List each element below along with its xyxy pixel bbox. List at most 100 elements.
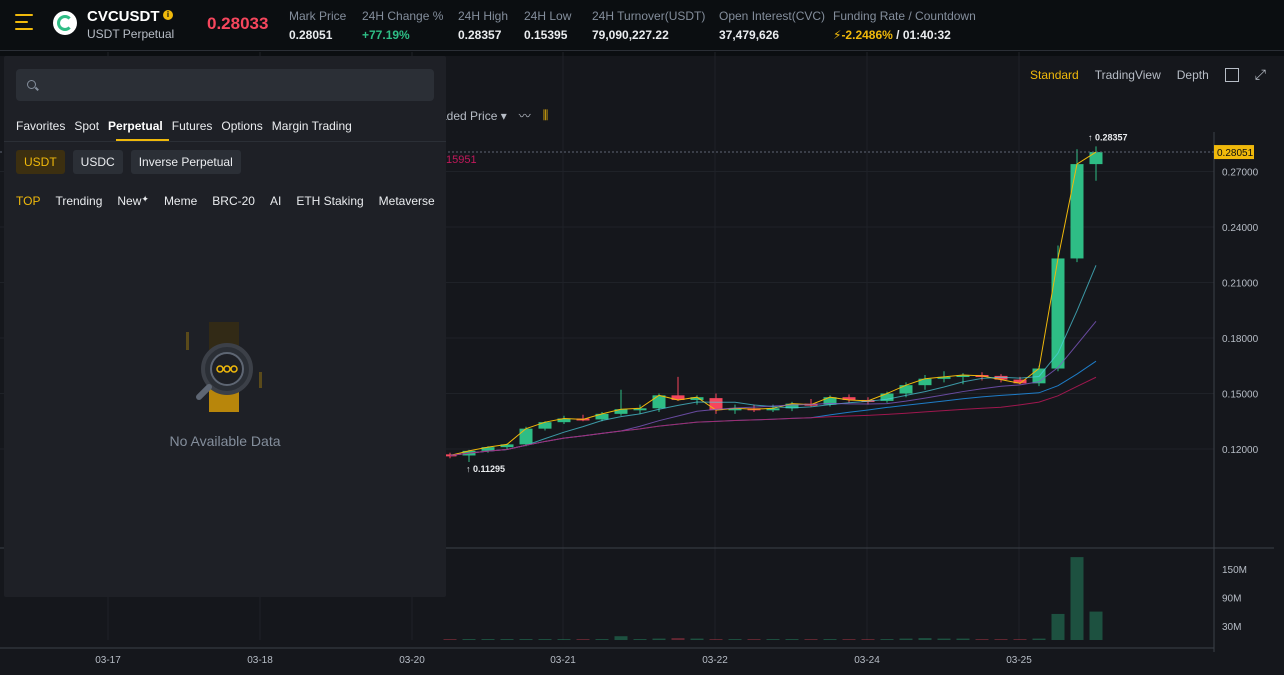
fullscreen-icon[interactable]: ⤢ — [1254, 66, 1266, 82]
funding-rate-value: -2.2486% — [841, 28, 893, 42]
volume-tick-label: 30M — [1222, 622, 1241, 633]
volume-bar — [842, 639, 856, 640]
candle-body — [880, 393, 894, 401]
time-tick-label: 03-17 — [95, 655, 121, 666]
candle-body — [614, 409, 628, 414]
tab-depth[interactable]: Depth — [1176, 67, 1209, 82]
stat-24h-low: 24H Low 0.15395 — [524, 9, 572, 42]
quote-tab-usdt[interactable]: USDT — [16, 150, 65, 174]
chart-toolbar: aded Price ▾ 〰 ⫼ — [440, 107, 548, 124]
tab-futures[interactable]: Futures — [171, 119, 213, 133]
price-tick-label: 0.21000 — [1222, 279, 1259, 290]
candle-body — [500, 444, 514, 448]
candle-body — [728, 408, 742, 411]
candle-body — [899, 385, 913, 394]
lightning-icon: ⚡ — [833, 28, 842, 42]
stat-open-interest: Open Interest(CVC) 37,479,626 — [719, 9, 826, 42]
volume-bar — [994, 639, 1008, 640]
market-selector-panel: Favorites Spot Perpetual Futures Options… — [4, 56, 446, 597]
volume-bar — [500, 639, 514, 640]
time-tick-label: 03-21 — [550, 655, 576, 666]
volume-bar — [519, 639, 533, 640]
volume-bar — [614, 636, 628, 640]
category-tabs: TOP Trending New✦ Meme BRC-20 AI ETH Sta… — [16, 194, 435, 208]
candle-body — [1089, 152, 1103, 165]
empty-state-text: No Available Data — [169, 433, 281, 449]
candle-body — [671, 395, 685, 400]
volume-tick-label: 150M — [1222, 565, 1247, 576]
funding-countdown: / 01:40:32 — [896, 28, 951, 42]
tab-spot[interactable]: Spot — [74, 119, 100, 133]
volume-bar — [652, 638, 666, 640]
layout-grid-icon[interactable] — [1224, 67, 1239, 82]
tab-options[interactable]: Options — [221, 119, 263, 133]
stat-mark-price: Mark Price 0.28051 — [289, 9, 347, 42]
volume-bar — [1032, 638, 1046, 640]
search-input[interactable] — [46, 69, 426, 101]
tab-standard[interactable]: Standard — [1030, 67, 1079, 82]
volume-bar — [937, 638, 951, 640]
stat-24h-high: 24H High 0.28357 — [458, 9, 509, 42]
menu-icon[interactable] — [15, 14, 35, 32]
volume-bar — [481, 639, 495, 640]
volume-bar — [538, 639, 552, 640]
price-tick-label: 0.12000 — [1222, 445, 1259, 456]
quote-tab-inverse[interactable]: Inverse Perpetual — [130, 150, 241, 174]
time-tick-label: 03-25 — [1006, 655, 1032, 666]
volume-bar — [557, 639, 571, 640]
candle-body — [1070, 164, 1084, 259]
volume-bar — [899, 638, 913, 640]
volume-bar — [1070, 557, 1084, 640]
search-box[interactable] — [16, 69, 434, 101]
quote-tabs: USDT USDC Inverse Perpetual — [16, 150, 241, 174]
active-tab-indicator — [116, 139, 169, 141]
volume-bar — [880, 639, 894, 640]
ticker-header: CVCUSDT i USDT Perpetual 0.28033 Mark Pr… — [0, 0, 1284, 51]
volume-bar — [633, 639, 647, 640]
volume-bar — [861, 639, 875, 640]
search-icon — [27, 80, 36, 89]
info-icon[interactable]: i — [163, 10, 173, 20]
volume-bar — [690, 638, 704, 640]
ma-line-30 — [449, 376, 1097, 456]
category-metaverse[interactable]: Metaverse — [378, 194, 435, 208]
candle-icon[interactable]: ⫼ — [542, 108, 549, 122]
price-type-dropdown[interactable]: aded Price ▾ — [440, 108, 507, 123]
volume-bar — [462, 639, 476, 640]
symbol-name[interactable]: CVCUSDT — [87, 8, 160, 25]
tab-tradingview[interactable]: TradingView — [1094, 67, 1161, 82]
category-ai[interactable]: AI — [269, 194, 282, 208]
candle-body — [823, 397, 837, 405]
high-price-marker: ↑ 0.28357 — [1088, 132, 1128, 142]
candle-body — [918, 378, 932, 386]
partial-indicator-value: 15951 — [446, 154, 477, 166]
category-eth-staking[interactable]: ETH Staking — [296, 194, 364, 208]
volume-bar — [1089, 611, 1103, 640]
category-brc20[interactable]: BRC-20 — [212, 194, 255, 208]
ma-line-10 — [449, 320, 1097, 456]
candle-body — [690, 397, 704, 400]
line-chart-icon[interactable]: 〰 — [518, 109, 531, 123]
category-meme[interactable]: Meme — [163, 194, 198, 208]
tab-favorites[interactable]: Favorites — [16, 119, 66, 133]
category-new[interactable]: New✦ — [117, 194, 149, 208]
volume-tick-label: 90M — [1222, 593, 1241, 604]
volume-bar — [1013, 639, 1027, 640]
low-price-marker: ↑ 0.11295 — [466, 464, 505, 474]
chart-view-tabs: Standard TradingView Depth ⤢ — [1030, 66, 1266, 83]
tab-perpetual[interactable]: Perpetual — [108, 119, 163, 133]
tabs-divider — [4, 141, 446, 142]
candle-body — [481, 447, 495, 451]
candle-body — [652, 395, 666, 409]
volume-bar — [671, 638, 685, 640]
symbol-subtitle: USDT Perpetual — [87, 27, 175, 41]
candle-body — [956, 375, 970, 377]
category-top[interactable]: TOP — [16, 194, 41, 208]
empty-magnifier-icon — [186, 322, 262, 412]
volume-bar — [728, 639, 742, 640]
candle-body — [595, 413, 609, 420]
category-trending[interactable]: Trending — [55, 194, 103, 208]
volume-bar — [595, 639, 609, 640]
quote-tab-usdc[interactable]: USDC — [72, 150, 123, 174]
tab-margin-trading[interactable]: Margin Trading — [271, 119, 352, 133]
